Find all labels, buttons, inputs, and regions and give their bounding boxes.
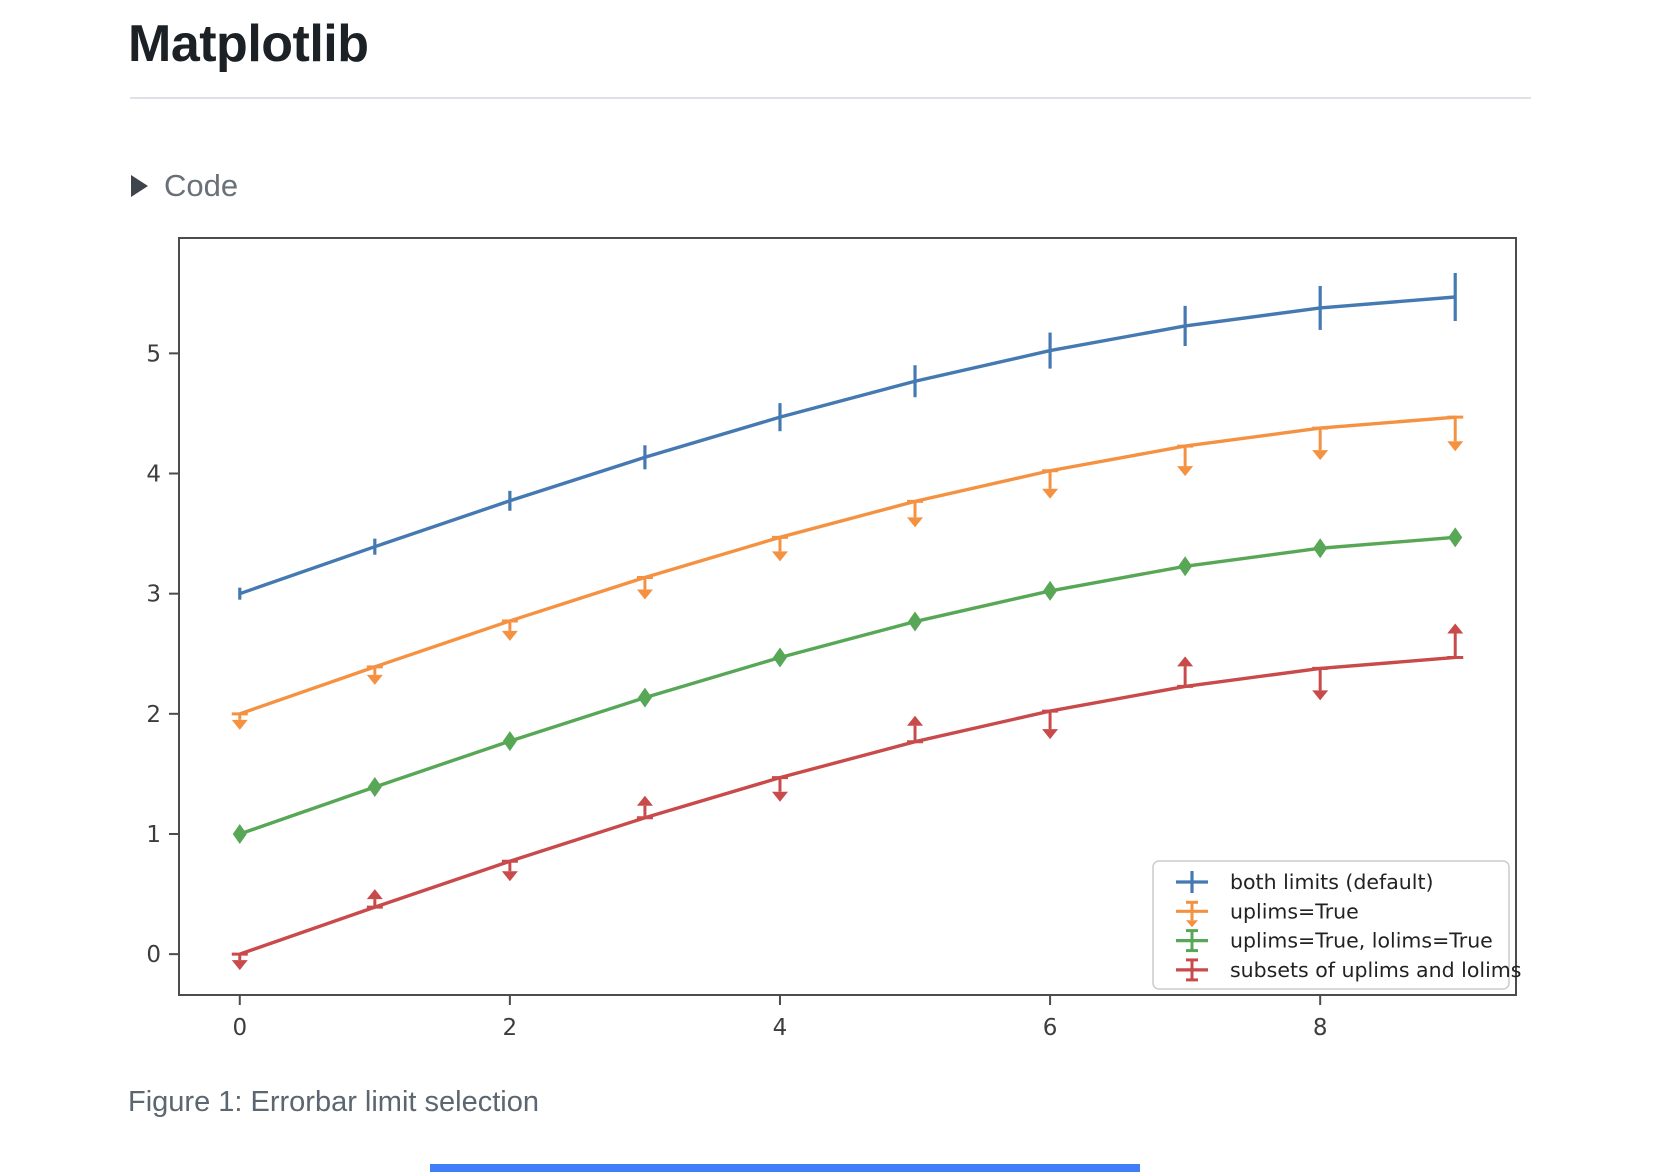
limit-diamond-marker — [1448, 527, 1463, 548]
series-line-0 — [239, 295, 1456, 596]
plot-border — [178, 237, 1517, 996]
legend-key-icon — [1186, 920, 1198, 928]
x-tick-label: 6 — [1043, 1015, 1058, 1041]
errorbar-arrowhead — [231, 719, 248, 730]
errorbar-arrowhead — [907, 715, 924, 726]
y-tick-label: 5 — [146, 341, 161, 367]
legend-label: both limits (default) — [1230, 870, 1434, 894]
legend — [1152, 860, 1510, 990]
errorbar-arrowhead — [771, 551, 788, 562]
y-tick-label: 3 — [146, 582, 161, 608]
limit-diamond-marker — [637, 687, 652, 708]
errorbar-arrowhead — [1177, 656, 1194, 667]
triangle-right-icon — [131, 175, 148, 197]
figure: 0 2 4 6 8 0 1 2 3 4 5 both limits (default) uplims=T… — [115, 210, 1545, 1075]
errorbar-arrowhead — [1312, 690, 1329, 701]
errorbar-arrowhead — [501, 630, 518, 641]
errorbar-arrowhead — [1447, 441, 1464, 452]
errorbar-arrowhead — [366, 889, 383, 900]
y-tick-label: 2 — [146, 702, 161, 728]
limit-diamond-marker — [772, 647, 787, 668]
limit-diamond-marker — [232, 823, 247, 844]
y-tick-label: 0 — [146, 942, 161, 968]
errorbar-chart: 0 2 4 6 8 0 1 2 3 4 5 both limits (default) uplims=T… — [146, 237, 1521, 1041]
errorbar-arrowhead — [366, 674, 383, 685]
page-title: Matplotlib — [128, 15, 369, 73]
limit-diamond-marker — [367, 777, 382, 798]
limit-diamond-marker — [1043, 580, 1058, 601]
series-line-3 — [239, 655, 1456, 956]
x-tick-label: 0 — [232, 1015, 247, 1041]
errorbar-arrowhead — [1042, 488, 1059, 499]
legend-label: uplims=True — [1230, 899, 1359, 923]
errorbar-arrowhead — [1177, 466, 1194, 477]
legend-label: uplims=True, lolims=True — [1230, 929, 1493, 953]
errorbar-arrowhead — [231, 960, 248, 971]
bottom-accent-bar — [430, 1164, 1140, 1172]
legend-label: subsets of uplims and lolims — [1230, 958, 1521, 982]
x-tick-label: 2 — [503, 1015, 518, 1041]
limit-diamond-marker — [502, 731, 517, 752]
code-toggle[interactable]: Code — [131, 168, 238, 204]
errorbar-arrowhead — [501, 871, 518, 882]
errorbar-arrowhead — [636, 795, 653, 806]
y-tick-label: 1 — [146, 822, 161, 848]
errorbar-arrowhead — [1042, 729, 1059, 740]
errorbar-arrowhead — [1447, 623, 1464, 634]
limit-diamond-marker — [1178, 556, 1193, 577]
x-tick-label: 4 — [773, 1015, 788, 1041]
errorbar-arrowhead — [1312, 450, 1329, 461]
limit-diamond-marker — [1313, 538, 1328, 559]
errorbar-arrowhead — [636, 589, 653, 600]
series-line-1 — [239, 415, 1456, 716]
errorbar-arrowhead — [771, 791, 788, 802]
errorbar-arrowhead — [907, 517, 924, 528]
divider — [130, 97, 1531, 99]
series-line-2 — [239, 535, 1456, 836]
code-toggle-label: Code — [164, 168, 239, 203]
x-tick-label: 8 — [1313, 1015, 1328, 1041]
limit-diamond-marker — [908, 611, 923, 632]
y-tick-label: 4 — [146, 462, 161, 488]
figure-caption: Figure 1: Errorbar limit selection — [128, 1086, 539, 1118]
